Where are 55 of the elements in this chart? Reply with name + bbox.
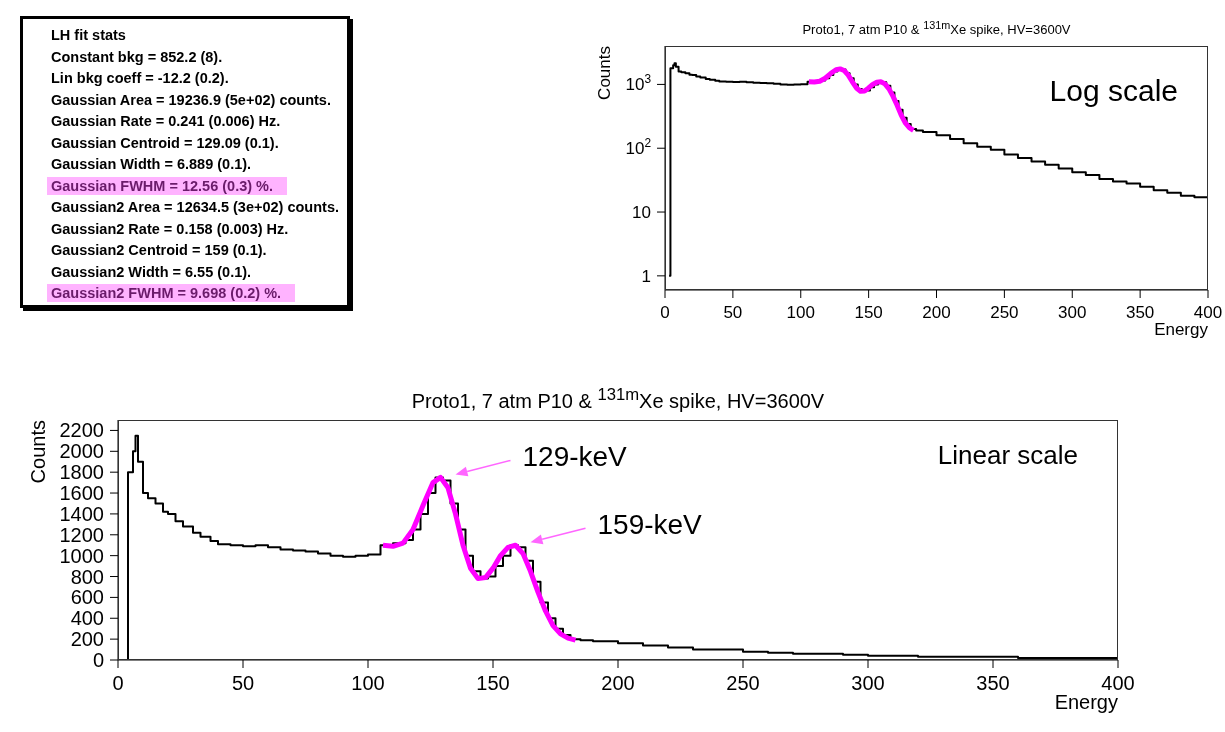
text: Gaussian2 Rate = 0.158 (0.003) Hz. (51, 220, 289, 237)
annotation: 159-keV (597, 509, 703, 541)
y-tick-label: 600 (70, 586, 104, 609)
text: Gaussian Width = 6.889 (0.1). (51, 156, 252, 172)
x-tick-label: 150 (476, 672, 510, 694)
x-tick-label: 100 (351, 672, 385, 694)
y-tick-label: 10$^{2}$ (625, 136, 652, 159)
y-tick-label: 200 (70, 628, 104, 651)
y-tick-label: 10$^{3}$ (625, 72, 652, 95)
y-tick-label: 10 (632, 202, 651, 222)
text: Lin bkg coeff = -12.2 (0.2). (51, 70, 229, 86)
y-tick-label: 1600 (59, 482, 104, 505)
text: Gaussian FWHM = 12.56 (0.3) %. (47, 176, 288, 195)
x-tick-label: 100 (786, 302, 815, 322)
y-tick-label: 800 (70, 565, 104, 588)
y-tick-label: 2200 (59, 419, 104, 442)
x-tick-label: 250 (726, 672, 760, 694)
x-axis-title: Energy (1154, 320, 1208, 341)
text: Gaussian2 Area = 12634.5 (3e+02) counts. (51, 199, 340, 215)
x-tick-label: 200 (922, 302, 951, 322)
x-tick-label: 0 (660, 302, 670, 322)
x-tick-label: 350 (1125, 302, 1155, 322)
chart-title: Proto1, 7 atm P10 & $^{131m}$Xe spike, HV=3600V (801, 18, 1072, 38)
text: LH fit stats (51, 26, 127, 45)
y-tick-label: 1400 (59, 502, 104, 525)
x-tick-label: 300 (851, 672, 885, 694)
y-tick-label: 1800 (59, 461, 104, 484)
y-tick-label: 1 (641, 266, 651, 286)
y-tick-label: 1200 (59, 523, 104, 546)
x-tick-label: 150 (854, 302, 883, 322)
x-tick-label: 400 (1193, 302, 1223, 322)
text: Gaussian Area = 19236.9 (5e+02) counts. (51, 91, 331, 108)
y-tick-label: 400 (70, 607, 104, 630)
y-tick-label: 1000 (59, 544, 104, 567)
y-axis-title: Counts (595, 46, 615, 100)
text: Gaussian2 FWHM = 9.698 (0.2) %. (47, 284, 296, 302)
text: Gaussian2 Centroid = 159 (0.1). (51, 242, 267, 258)
x-tick-label: 250 (990, 302, 1019, 322)
annotation: 129-keV (522, 441, 628, 473)
x-tick-label: 50 (231, 672, 255, 694)
annotation: Linear scale (937, 440, 1078, 471)
text: Gaussian Rate = 0.241 (0.006) Hz. (51, 113, 281, 129)
x-tick-label: 350 (976, 672, 1010, 694)
y-tick-label: 0 (92, 649, 104, 671)
x-tick-label: 0 (112, 672, 124, 694)
text: Constant bkg = 852.2 (8). (51, 48, 223, 65)
text: Gaussian Centroid = 129.09 (0.1). (51, 134, 279, 151)
x-tick-label: 300 (1058, 302, 1087, 322)
x-tick-label: 200 (601, 672, 635, 694)
annotation: Log scale (1049, 74, 1178, 108)
text: Gaussian2 Width = 6.55 (0.1). (51, 263, 252, 280)
x-tick-label: 50 (723, 302, 743, 322)
y-axis-title: Counts (26, 420, 50, 484)
chart-title: Proto1, 7 atm P10 & $^{131m}$Xe spike, HV=3600V (410, 384, 826, 412)
y-tick-label: 2000 (59, 440, 104, 463)
